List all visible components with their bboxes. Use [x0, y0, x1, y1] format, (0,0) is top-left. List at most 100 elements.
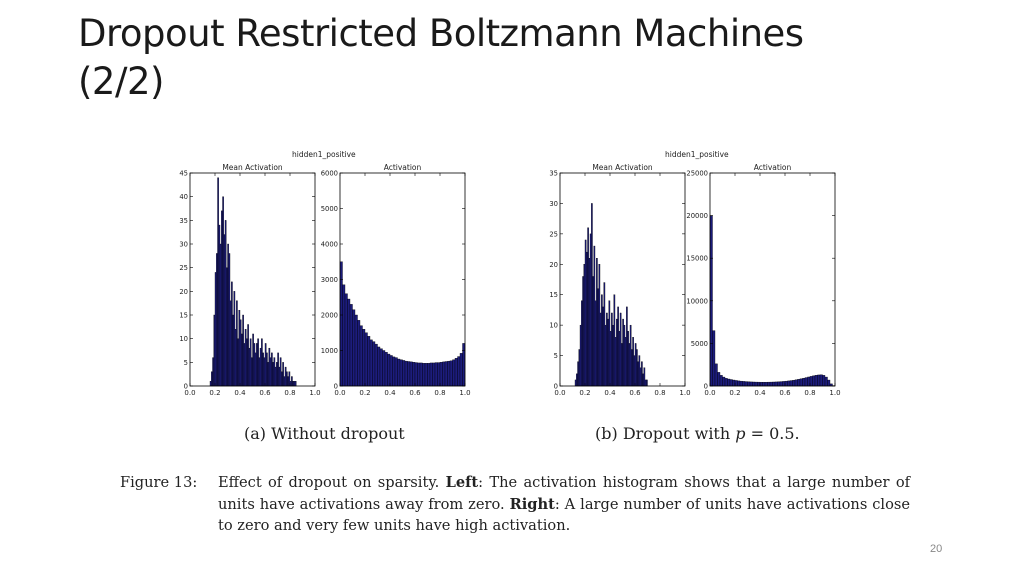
bar	[603, 282, 606, 387]
subcaption-b-variable: p	[735, 424, 746, 443]
y-tick-label: 1000	[321, 347, 338, 355]
x-tick-label: 1.0	[309, 389, 320, 397]
bar	[266, 352, 268, 387]
bar	[792, 380, 796, 387]
bar	[222, 196, 224, 387]
bar	[434, 362, 438, 387]
y-tick-label: 4000	[321, 241, 338, 249]
bar	[782, 381, 786, 387]
bar	[224, 220, 227, 387]
bar	[276, 362, 278, 387]
plot-frame	[189, 172, 316, 387]
caption-left-label: Left	[445, 474, 479, 491]
bar	[432, 362, 436, 387]
bar	[409, 361, 413, 387]
bar	[623, 324, 626, 387]
bar	[213, 314, 216, 387]
bar	[637, 361, 639, 387]
bar	[578, 349, 581, 387]
bar	[611, 312, 613, 387]
bar	[397, 358, 401, 387]
bar	[607, 318, 609, 387]
bar	[217, 177, 219, 387]
bar	[617, 306, 619, 387]
bar	[787, 380, 791, 387]
bar	[747, 381, 751, 387]
bar	[357, 320, 361, 387]
bar	[769, 381, 773, 387]
chart-right-mean-activation: Mean Activation 0.0 0.2 0.4 0.6 0.8 1.0 0 5 10 15 2…	[549, 163, 690, 397]
y-tick-label: 10	[179, 335, 188, 343]
x-tick-label: 0.6	[629, 389, 641, 397]
bar	[452, 359, 456, 387]
bar	[632, 337, 634, 387]
bar	[596, 258, 598, 387]
bar	[352, 309, 356, 387]
bar	[626, 306, 628, 387]
bar	[238, 310, 241, 387]
bar	[633, 355, 636, 387]
chart-left-activation: Activation 0.0 0.2 0.4 0.6 0.8 1.0 0 1000 2000 300…	[321, 163, 471, 397]
bar	[221, 210, 223, 387]
bar	[594, 300, 597, 387]
bar	[613, 294, 616, 387]
bar	[732, 379, 736, 387]
bar	[342, 284, 346, 387]
bar	[643, 367, 646, 387]
bar	[279, 357, 282, 387]
bar	[278, 366, 281, 387]
bar	[259, 347, 262, 387]
y-tick-label: 5	[184, 359, 188, 367]
bar	[604, 324, 607, 387]
bar	[627, 331, 629, 387]
bar	[367, 336, 371, 387]
bar	[419, 362, 423, 387]
y-tick-label: 2000	[321, 312, 338, 320]
bar	[784, 380, 788, 387]
bar	[807, 376, 811, 387]
bar	[579, 324, 582, 387]
bar	[588, 258, 591, 387]
bar	[262, 352, 264, 387]
bar	[576, 373, 578, 387]
bar	[404, 360, 408, 387]
bar	[752, 381, 756, 387]
bar	[592, 276, 594, 387]
bar	[809, 376, 813, 387]
x-tick-label: 0.4	[754, 389, 766, 397]
subcaption-b-suffix: = 0.5.	[745, 424, 800, 443]
bar	[248, 347, 251, 387]
bar	[772, 381, 776, 387]
bar	[602, 306, 604, 387]
bar	[256, 343, 258, 387]
bar	[616, 318, 618, 387]
x-tick-label: 0.2	[579, 389, 590, 397]
bar	[417, 362, 421, 387]
caption-right-label: Right	[509, 495, 555, 513]
bar	[614, 337, 617, 387]
bar	[422, 363, 426, 387]
left-figure-suptitle: hidden1_positive	[292, 150, 356, 159]
bar	[646, 379, 648, 387]
bar	[762, 381, 766, 387]
x-tick-label: 0.0	[554, 389, 565, 397]
bar	[717, 372, 721, 387]
bar	[598, 264, 601, 387]
bar	[264, 343, 267, 387]
y-tick-label: 0	[554, 383, 558, 391]
y-tick-label: 35	[549, 170, 558, 178]
bar	[261, 338, 263, 387]
bar	[211, 371, 213, 387]
bar	[407, 361, 411, 387]
x-tick-label: 0.8	[804, 389, 815, 397]
bar	[799, 378, 803, 387]
y-tick-label: 15	[179, 312, 188, 320]
plot-frame	[709, 172, 836, 387]
bar	[744, 381, 748, 387]
bar	[802, 377, 806, 387]
bar	[412, 362, 416, 387]
bar	[394, 357, 398, 387]
slide-title-line1: Dropout Restricted Boltzmann Machines	[78, 12, 804, 55]
bar	[389, 355, 393, 387]
bar	[399, 359, 403, 387]
